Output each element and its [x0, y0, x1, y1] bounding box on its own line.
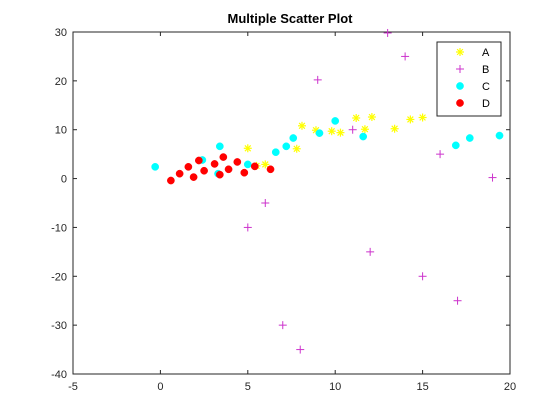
data-point-C — [359, 132, 368, 141]
y-tick-label: -30 — [51, 320, 67, 332]
data-point-D — [233, 158, 242, 166]
data-point-D — [219, 153, 228, 161]
data-point-D — [224, 165, 233, 174]
data-point-A — [243, 144, 252, 153]
data-point-B — [383, 28, 392, 37]
data-point-D — [250, 162, 259, 171]
data-point-A — [352, 113, 361, 122]
data-point-A — [390, 124, 399, 133]
legend-label-D: D — [482, 98, 490, 110]
legend-box — [436, 41, 502, 117]
data-point-A — [297, 121, 306, 130]
legend-label-B: B — [482, 64, 489, 76]
y-tick-label: 0 — [61, 174, 67, 186]
data-point-B — [278, 321, 287, 330]
data-point-D — [184, 162, 193, 171]
x-tick-label: 15 — [416, 381, 428, 393]
data-point-A — [261, 160, 270, 169]
data-point-A — [418, 113, 427, 122]
data-point-B — [401, 52, 410, 61]
data-point-C — [465, 134, 474, 142]
x-tick-label: 20 — [504, 381, 516, 393]
data-point-A — [360, 125, 369, 134]
data-point-C — [289, 134, 298, 142]
data-point-B — [418, 272, 427, 281]
legend-marker-D — [456, 99, 464, 107]
data-point-C — [331, 117, 340, 125]
legend-marker-C — [456, 82, 464, 90]
x-tick-label: -5 — [68, 381, 78, 393]
data-point-C — [215, 142, 224, 151]
data-point-B — [313, 75, 322, 84]
data-point-C — [451, 141, 460, 150]
chart-title: Multiple Scatter Plot — [228, 11, 354, 26]
data-point-D — [200, 166, 208, 175]
data-point-D — [195, 156, 203, 165]
data-point-C — [271, 148, 280, 157]
data-point-C — [243, 160, 252, 169]
data-point-B — [453, 296, 462, 305]
y-tick-label: -40 — [51, 369, 67, 381]
data-point-B — [243, 223, 252, 232]
data-point-A — [292, 144, 301, 153]
data-point-B — [296, 345, 305, 354]
data-point-A — [336, 128, 345, 137]
data-point-B — [261, 199, 270, 207]
y-tick-label: 20 — [55, 76, 67, 88]
data-point-D — [210, 160, 219, 168]
data-point-B — [436, 150, 445, 159]
legend-label-C: C — [482, 81, 490, 93]
axes: -5 0 5 10 15 20 -40 -30 -20 -10 0 10 20 30 — [51, 27, 516, 393]
y-tick-label: -20 — [51, 271, 67, 283]
data-point-C — [315, 129, 324, 137]
data-point-D — [175, 169, 184, 178]
data-point-B — [348, 125, 357, 134]
data-point-D — [167, 176, 175, 185]
legend-marker-A — [456, 48, 464, 56]
data-point-B — [488, 173, 497, 182]
plot-box — [72, 31, 511, 375]
data-point-C — [151, 162, 160, 171]
x-tick-label: 0 — [157, 381, 163, 393]
y-tick-label: 30 — [55, 27, 67, 39]
x-tick-label: 5 — [245, 381, 251, 393]
data-point-D — [266, 165, 275, 174]
data-point-D — [240, 168, 249, 177]
legend-label-A: A — [482, 47, 490, 59]
data-point-A — [327, 127, 336, 136]
series-D — [167, 153, 275, 185]
series-B — [243, 28, 497, 354]
data-point-D — [215, 170, 224, 179]
data-point-C — [282, 142, 291, 151]
data-point-A — [367, 113, 376, 122]
data-point-A — [406, 115, 415, 124]
data-point-C — [495, 131, 504, 140]
legend-marker-B — [456, 65, 464, 73]
data-point-B — [366, 247, 375, 256]
y-tick-label: -10 — [51, 222, 67, 234]
x-tick-label: 10 — [329, 381, 341, 393]
y-tick-label: 10 — [55, 125, 67, 137]
data-point-D — [189, 173, 198, 181]
data-marks — [151, 28, 504, 354]
